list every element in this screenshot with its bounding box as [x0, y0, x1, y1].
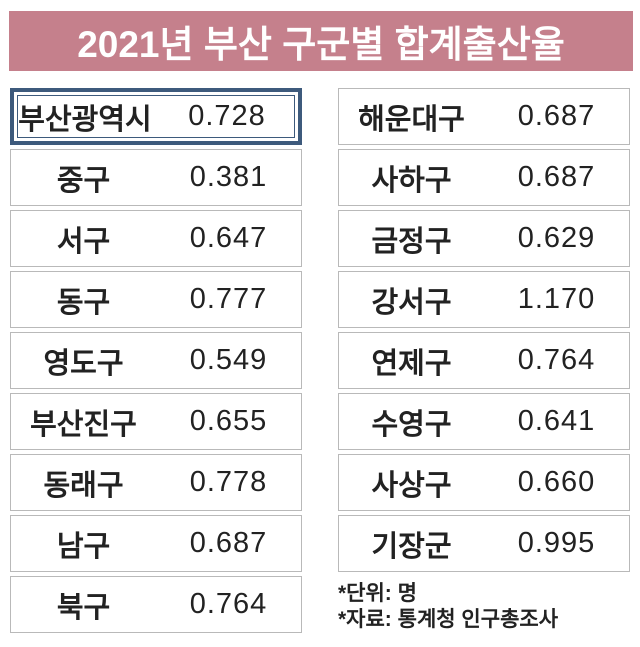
district-name-cell: 서구	[56, 225, 111, 258]
district-name-cell: 해운대구	[358, 103, 465, 136]
district-name-cell: 동구	[56, 286, 111, 319]
fertility-value-cell: 0.660	[517, 466, 596, 498]
fertility-value-cell: 0.777	[189, 283, 268, 315]
fertility-value-cell: 0.728	[188, 100, 266, 132]
title-bar: 2021년 부산 구군별 합계출산율	[9, 11, 633, 71]
table-row: 부산진구 0.655	[10, 393, 302, 450]
fertility-value-cell: 0.641	[517, 405, 596, 437]
table-row: 수영구 0.641	[338, 393, 630, 450]
district-name-cell: 동래구	[43, 469, 124, 502]
district-name-cell: 부산진구	[30, 408, 137, 441]
fertility-value-cell: 0.764	[189, 588, 268, 620]
fertility-value-cell: 0.629	[517, 222, 596, 254]
district-name-cell: 영도구	[43, 347, 124, 380]
district-name-cell: 기장군	[371, 530, 452, 563]
left-table-column: 부산광역시 0.728 중구 0.381 서구 0.647 동구 0.777 영도구 0.549 부…	[10, 88, 302, 637]
fertility-value-cell: 0.764	[517, 344, 596, 376]
table-row: 사상구 0.660	[338, 454, 630, 511]
fertility-value-cell: 0.647	[189, 222, 268, 254]
right-table-column: 해운대구 0.687 사하구 0.687 금정구 0.629 강서구 1.170 연제구 0.76…	[338, 88, 630, 576]
table-row: 중구 0.381	[10, 149, 302, 206]
table-row: 서구 0.647	[10, 210, 302, 267]
table-row: 동구 0.777	[10, 271, 302, 328]
fertility-value-cell: 0.995	[517, 527, 596, 559]
source-note: *자료: 통계청 인구총조사	[338, 608, 559, 631]
footnotes: *단위: 명 *자료: 통계청 인구총조사	[338, 581, 558, 633]
district-name-cell: 부산광역시	[18, 103, 152, 136]
district-name-cell: 남구	[56, 530, 111, 563]
district-name-cell: 사상구	[371, 469, 452, 502]
table-row: 기장군 0.995	[338, 515, 630, 572]
table-row: 영도구 0.549	[10, 332, 302, 389]
unit-note: *단위: 명	[338, 582, 417, 605]
table-row: 금정구 0.629	[338, 210, 630, 267]
fertility-value-cell: 0.655	[189, 405, 268, 437]
district-name-cell: 연제구	[371, 347, 452, 380]
fertility-value-cell: 0.549	[189, 344, 268, 376]
district-name-cell: 수영구	[371, 408, 452, 441]
table-row: 강서구 1.170	[338, 271, 630, 328]
fertility-value-cell: 0.687	[189, 527, 268, 559]
table-row: 남구 0.687	[10, 515, 302, 572]
table-row-highlighted: 부산광역시 0.728	[10, 88, 302, 145]
district-name-cell: 북구	[56, 591, 111, 624]
fertility-value-cell: 0.687	[517, 161, 596, 193]
fertility-value-cell: 1.170	[517, 283, 596, 315]
page-title: 2021년 부산 구군별 합계출산율	[77, 24, 565, 65]
fertility-value-cell: 0.381	[189, 161, 268, 193]
table-row: 해운대구 0.687	[338, 88, 630, 145]
district-name-cell: 금정구	[371, 225, 452, 258]
table-row: 동래구 0.778	[10, 454, 302, 511]
table-row: 연제구 0.764	[338, 332, 630, 389]
district-name-cell: 강서구	[371, 286, 452, 319]
fertility-value-cell: 0.778	[189, 466, 268, 498]
table-row: 북구 0.764	[10, 576, 302, 633]
district-name-cell: 사하구	[371, 164, 452, 197]
district-name-cell: 중구	[56, 164, 111, 197]
fertility-value-cell: 0.687	[517, 100, 596, 132]
table-row: 사하구 0.687	[338, 149, 630, 206]
